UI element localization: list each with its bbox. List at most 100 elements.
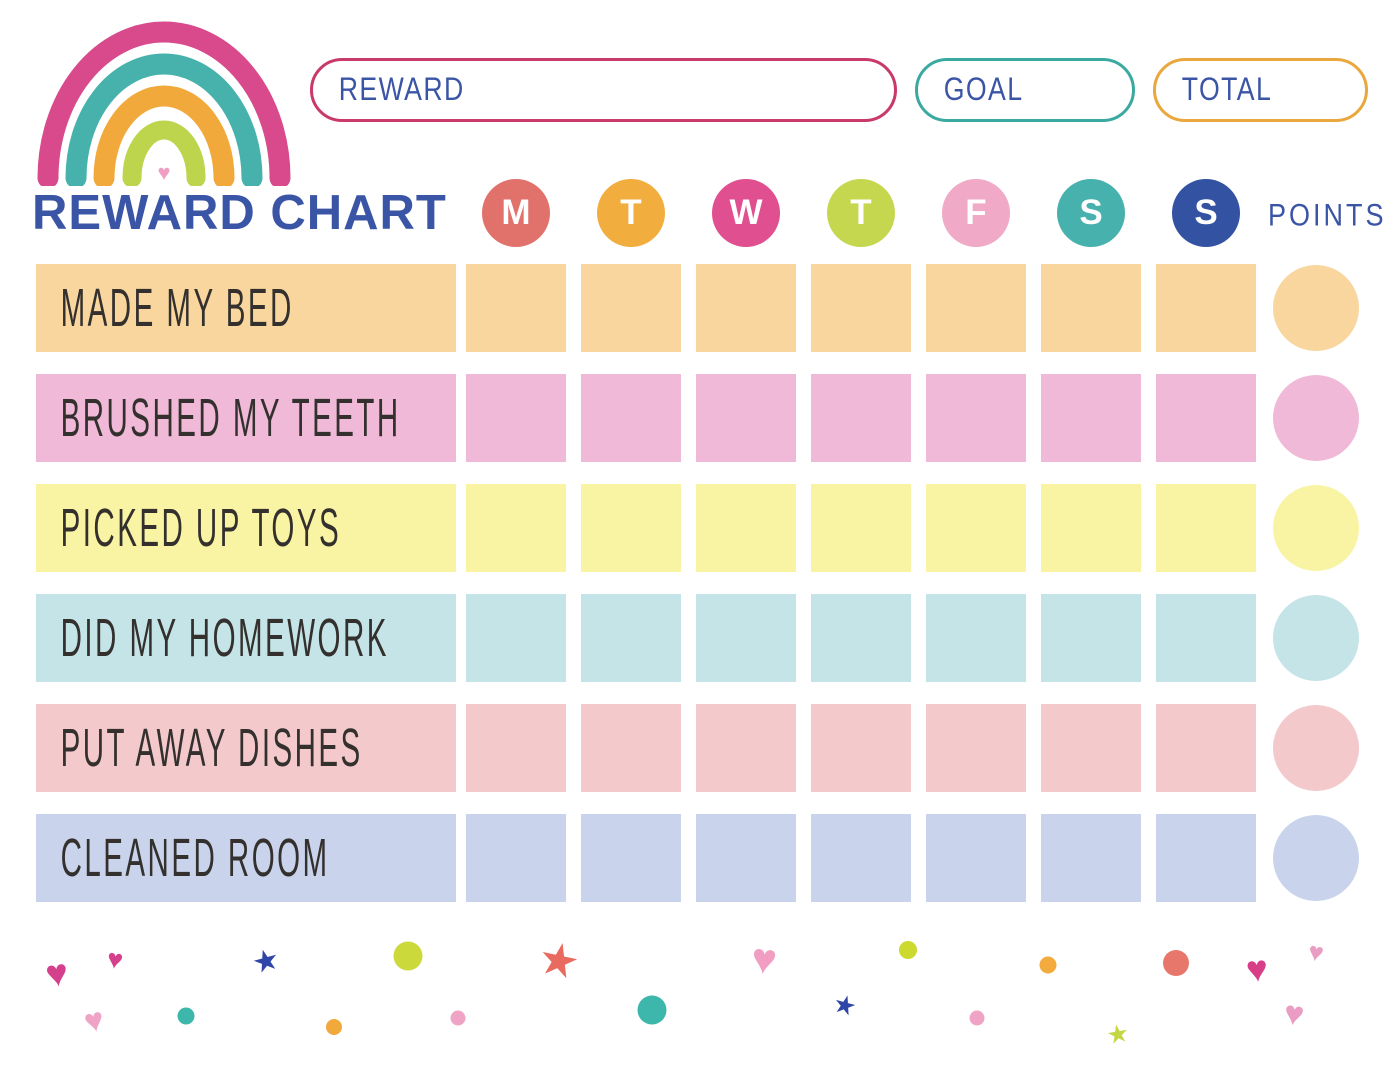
day-cell[interactable] [926,374,1026,462]
rainbow-arc-outer [37,21,291,186]
day-cell[interactable] [1156,484,1256,572]
day-cell[interactable] [1041,704,1141,792]
heart-decoration: ♥ [748,934,780,985]
table-row-brushed-my-teeth: BRUSHED MY TEETH [36,374,1364,462]
day-cell[interactable] [926,594,1026,682]
heart-decoration: ♥ [1281,993,1307,1035]
dot-decoration [393,941,423,971]
day-cell[interactable] [926,814,1026,902]
day-cell[interactable] [811,264,911,352]
day-cell[interactable] [1156,374,1256,462]
day-cell[interactable] [466,594,566,682]
day-cells [466,374,1256,462]
task-label-bar: PICKED UP TOYS [36,484,456,572]
dot-decoration [1163,950,1189,976]
day-cell[interactable] [696,374,796,462]
dot-decoration [969,1010,985,1026]
day-cell[interactable] [581,264,681,352]
rainbow-arc-lime [122,120,206,186]
day-header-row: M T W T F S S [466,179,1256,247]
day-cells [466,814,1256,902]
day-circle-saturday: S [1057,179,1125,247]
reward-field-label: REWARD [338,71,465,108]
task-label: MADE MY BED [60,276,294,339]
total-field-label: TOTAL [1181,71,1273,108]
goal-field-label: GOAL [943,71,1024,108]
day-cell[interactable] [581,814,681,902]
day-cell[interactable] [1041,374,1141,462]
points-circle[interactable] [1273,485,1359,571]
goal-field[interactable]: GOAL [915,58,1135,122]
day-cell[interactable] [926,264,1026,352]
points-circle[interactable] [1273,375,1359,461]
day-cell[interactable] [926,484,1026,572]
heart-decoration: ♥ [1305,935,1327,969]
dot-decoration [450,1010,466,1026]
rainbow-logo: ♥ [37,21,291,186]
day-cell[interactable] [1041,264,1141,352]
heart-decoration: ♥ [1244,947,1270,991]
day-cell[interactable] [581,594,681,682]
dot-decoration [177,1007,195,1025]
day-cell[interactable] [466,264,566,352]
day-cell[interactable] [581,704,681,792]
points-column-label: POINTS [1268,197,1387,233]
day-cell[interactable] [1156,594,1256,682]
heart-decoration: ♥ [42,951,72,997]
day-cell[interactable] [811,484,911,572]
day-cell[interactable] [811,374,911,462]
day-cell[interactable] [1156,704,1256,792]
total-field[interactable]: TOTAL [1153,58,1368,122]
day-cell[interactable] [811,594,911,682]
day-cells [466,264,1256,352]
page-title: REWARD CHART [32,186,447,240]
heart-decoration: ♥ [105,943,126,976]
day-cell[interactable] [1041,814,1141,902]
day-cell[interactable] [466,704,566,792]
day-cell[interactable] [696,264,796,352]
table-row-picked-up-toys: PICKED UP TOYS [36,484,1364,572]
day-circle-tuesday: T [597,179,665,247]
day-cell[interactable] [696,814,796,902]
star-decoration: ★ [829,987,861,1023]
heart-icon: ♥ [157,160,170,185]
task-label: PUT AWAY DISHES [60,716,363,779]
rainbow-arc-orange [93,85,235,186]
star-decoration: ★ [248,942,284,981]
rainbow-arc-teal [65,53,263,186]
day-cell[interactable] [926,704,1026,792]
day-circle-friday: F [942,179,1010,247]
task-label: BRUSHED MY TEETH [60,386,401,449]
points-circle[interactable] [1273,265,1359,351]
points-circle[interactable] [1273,595,1359,681]
day-cell[interactable] [696,704,796,792]
task-label-bar: MADE MY BED [36,264,456,352]
day-cell[interactable] [1041,594,1141,682]
table-row-put-away-dishes: PUT AWAY DISHES [36,704,1364,792]
day-cell[interactable] [581,374,681,462]
day-cells [466,704,1256,792]
day-cell[interactable] [811,814,911,902]
points-circle[interactable] [1273,705,1359,791]
day-cell[interactable] [466,814,566,902]
points-circle[interactable] [1273,815,1359,901]
star-decoration: ★ [533,930,585,990]
day-cell[interactable] [696,594,796,682]
dot-decoration [326,1019,342,1035]
day-cell[interactable] [466,374,566,462]
day-cell[interactable] [1156,264,1256,352]
day-letter: S [1079,193,1103,232]
table-row-cleaned-room: CLEANED ROOM [36,814,1364,902]
day-circle-sunday: S [1172,179,1240,247]
day-circle-wednesday: W [712,179,780,247]
day-cell[interactable] [1041,484,1141,572]
day-letter: T [620,193,642,232]
heart-decoration: ♥ [80,999,108,1041]
day-cell[interactable] [466,484,566,572]
day-cell[interactable] [1156,814,1256,902]
reward-field[interactable]: REWARD [310,58,897,122]
day-cell[interactable] [581,484,681,572]
day-cell[interactable] [696,484,796,572]
day-cell[interactable] [811,704,911,792]
